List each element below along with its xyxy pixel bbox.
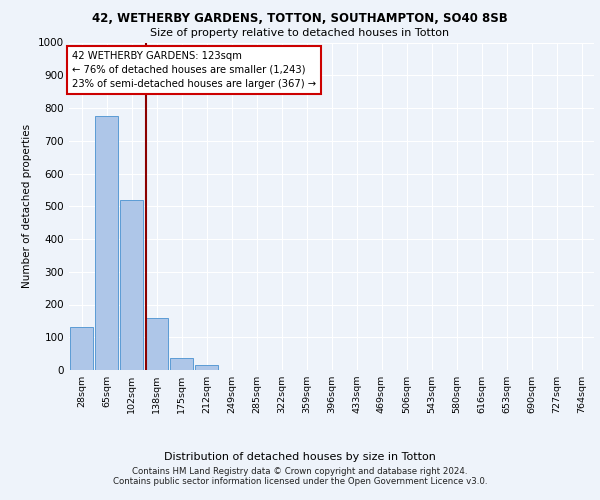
Text: Distribution of detached houses by size in Totton: Distribution of detached houses by size … xyxy=(164,452,436,462)
Text: Size of property relative to detached houses in Totton: Size of property relative to detached ho… xyxy=(151,28,449,38)
Bar xyxy=(170,358,193,370)
Bar xyxy=(145,318,168,370)
Text: Contains public sector information licensed under the Open Government Licence v3: Contains public sector information licen… xyxy=(113,477,487,486)
Y-axis label: Number of detached properties: Number of detached properties xyxy=(22,124,32,288)
Text: Contains HM Land Registry data © Crown copyright and database right 2024.: Contains HM Land Registry data © Crown c… xyxy=(132,467,468,476)
Bar xyxy=(195,365,218,370)
Text: 42 WETHERBY GARDENS: 123sqm
← 76% of detached houses are smaller (1,243)
23% of : 42 WETHERBY GARDENS: 123sqm ← 76% of det… xyxy=(71,50,316,88)
Bar xyxy=(70,328,93,370)
Bar xyxy=(120,200,143,370)
Text: 42, WETHERBY GARDENS, TOTTON, SOUTHAMPTON, SO40 8SB: 42, WETHERBY GARDENS, TOTTON, SOUTHAMPTO… xyxy=(92,12,508,26)
Bar xyxy=(95,116,118,370)
